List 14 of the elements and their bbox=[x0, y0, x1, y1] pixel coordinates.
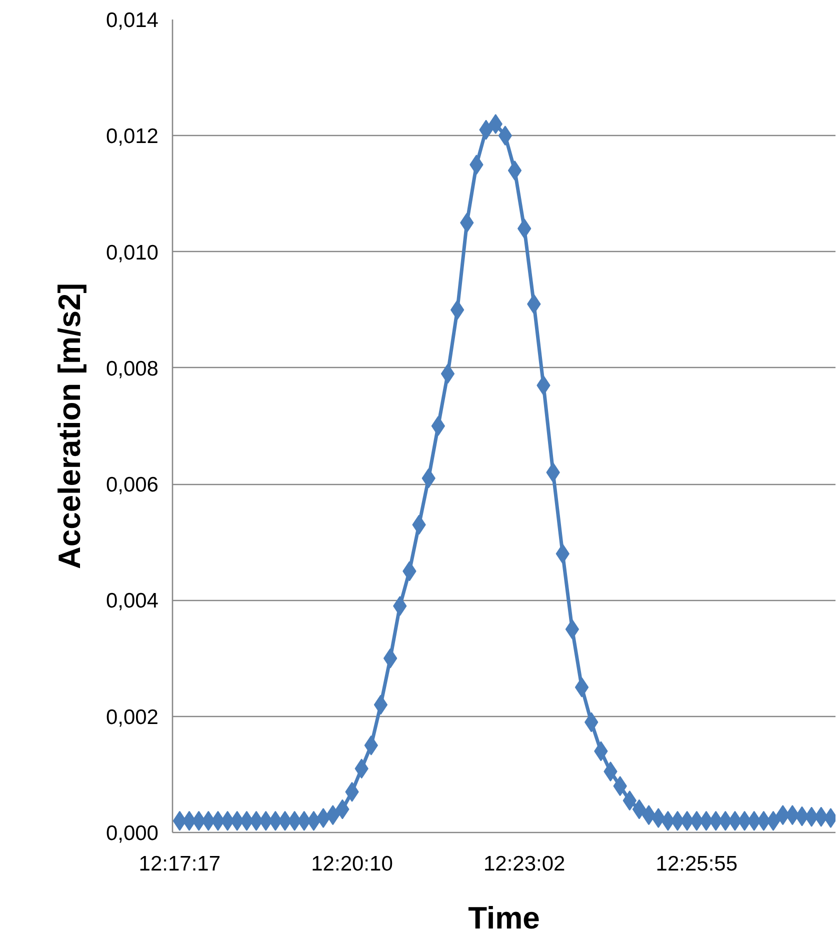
y-tick-label: 0,012 bbox=[106, 125, 159, 148]
x-tick-label: 12:17:17 bbox=[138, 852, 221, 876]
x-tick-label: 12:20:10 bbox=[311, 852, 393, 876]
y-tick-label: 0,010 bbox=[106, 241, 159, 264]
y-tick-label: 0,006 bbox=[106, 474, 159, 497]
y-axis-title: Acceleration [m/s2] bbox=[52, 282, 87, 569]
x-axis-title: Time bbox=[468, 900, 540, 936]
y-tick-label: 0,014 bbox=[106, 9, 159, 32]
y-tick-label: 0,000 bbox=[106, 822, 159, 845]
y-tick-label: 0,002 bbox=[106, 706, 159, 729]
y-tick-label: 0,004 bbox=[106, 590, 159, 613]
y-tick-label: 0,008 bbox=[106, 357, 159, 380]
x-tick-label: 12:25:55 bbox=[656, 852, 738, 876]
x-tick-label: 12:23:02 bbox=[483, 852, 566, 876]
